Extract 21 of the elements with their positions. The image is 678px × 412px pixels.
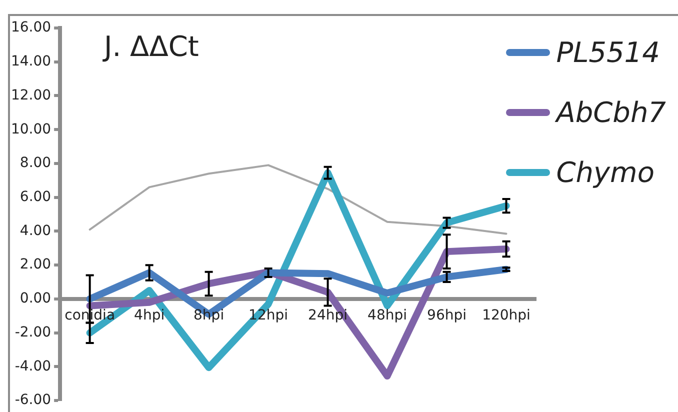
y-tick-label: -4.00 bbox=[14, 358, 52, 374]
x-tick-label: 4hpi bbox=[134, 308, 165, 324]
legend-label: AbCbh7 bbox=[556, 96, 666, 128]
y-tick-label: 12.00 bbox=[10, 87, 52, 104]
y-tick-label: 2.00 bbox=[20, 256, 52, 273]
y-tick-label: 10.00 bbox=[10, 121, 52, 138]
y-tick-label: 16.00 bbox=[10, 20, 52, 36]
x-tick-label: 48hpi bbox=[368, 308, 408, 324]
y-tick-label: -6.00 bbox=[14, 392, 52, 408]
y-tick-label: 6.00 bbox=[20, 189, 52, 206]
y-tick-label: 0.00 bbox=[20, 290, 52, 307]
y-tick-label: 4.00 bbox=[20, 222, 52, 239]
legend-label: PL5514 bbox=[556, 36, 660, 68]
y-tick-label: 8.00 bbox=[20, 155, 52, 172]
legend-label: Chymo bbox=[556, 156, 654, 188]
x-tick-label: 96hpi bbox=[427, 308, 466, 324]
chart-title: J. ΔΔCt bbox=[104, 30, 199, 63]
x-tick-label: 8hpi bbox=[194, 308, 224, 324]
x-tick-label: 120hpi bbox=[482, 308, 530, 324]
y-tick-label: 14.00 bbox=[10, 54, 52, 70]
y-tick-label: -2.00 bbox=[14, 324, 52, 340]
